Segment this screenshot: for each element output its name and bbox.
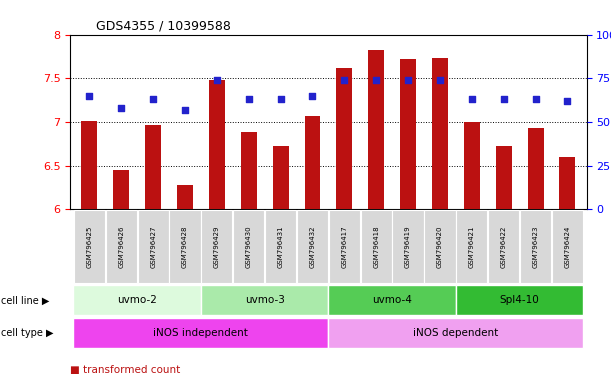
Text: GSM796427: GSM796427 xyxy=(150,225,156,268)
Text: uvmo-4: uvmo-4 xyxy=(372,295,412,306)
Point xyxy=(531,96,541,102)
Point xyxy=(244,96,254,102)
Bar xyxy=(209,80,225,209)
Point xyxy=(84,93,94,99)
FancyBboxPatch shape xyxy=(329,210,360,283)
FancyBboxPatch shape xyxy=(106,210,137,283)
FancyBboxPatch shape xyxy=(456,285,584,316)
Text: ■ transformed count: ■ transformed count xyxy=(70,365,180,375)
Bar xyxy=(241,132,257,209)
Bar xyxy=(177,185,193,209)
Point xyxy=(148,96,158,102)
Bar xyxy=(145,124,161,209)
Bar xyxy=(432,58,448,209)
Point xyxy=(435,77,445,83)
Bar xyxy=(337,68,353,209)
FancyBboxPatch shape xyxy=(552,210,583,283)
Text: GSM796431: GSM796431 xyxy=(277,225,284,268)
Text: GSM796432: GSM796432 xyxy=(310,225,315,268)
Point xyxy=(276,96,285,102)
Text: GSM796421: GSM796421 xyxy=(469,225,475,268)
Bar xyxy=(113,170,129,209)
FancyBboxPatch shape xyxy=(233,210,265,283)
Bar xyxy=(528,128,544,209)
Bar xyxy=(273,146,288,209)
Bar xyxy=(496,146,511,209)
FancyBboxPatch shape xyxy=(74,210,105,283)
Point xyxy=(403,77,413,83)
Point xyxy=(467,96,477,102)
Text: GSM796430: GSM796430 xyxy=(246,225,252,268)
FancyBboxPatch shape xyxy=(201,285,329,316)
Text: cell type ▶: cell type ▶ xyxy=(1,328,54,338)
FancyBboxPatch shape xyxy=(73,285,201,316)
FancyBboxPatch shape xyxy=(265,210,296,283)
Text: Spl4-10: Spl4-10 xyxy=(500,295,540,306)
Text: GSM796425: GSM796425 xyxy=(86,225,92,268)
FancyBboxPatch shape xyxy=(329,285,456,316)
FancyBboxPatch shape xyxy=(520,210,551,283)
FancyBboxPatch shape xyxy=(73,318,329,348)
Point xyxy=(499,96,508,102)
FancyBboxPatch shape xyxy=(360,210,392,283)
FancyBboxPatch shape xyxy=(137,210,169,283)
Point xyxy=(116,105,126,111)
FancyBboxPatch shape xyxy=(169,210,200,283)
Text: cell line ▶: cell line ▶ xyxy=(1,295,49,306)
Text: GSM796420: GSM796420 xyxy=(437,225,443,268)
FancyBboxPatch shape xyxy=(425,210,456,283)
Text: iNOS independent: iNOS independent xyxy=(153,328,248,338)
Point xyxy=(340,77,349,83)
Text: GSM796422: GSM796422 xyxy=(500,225,507,268)
FancyBboxPatch shape xyxy=(201,210,232,283)
Text: GSM796426: GSM796426 xyxy=(119,225,124,268)
Point xyxy=(563,98,573,104)
Bar xyxy=(560,157,576,209)
Point xyxy=(371,77,381,83)
Text: GDS4355 / 10399588: GDS4355 / 10399588 xyxy=(96,19,231,32)
FancyBboxPatch shape xyxy=(488,210,519,283)
Bar xyxy=(81,121,97,209)
Text: GSM796419: GSM796419 xyxy=(405,225,411,268)
FancyBboxPatch shape xyxy=(297,210,328,283)
Bar xyxy=(400,59,416,209)
Text: uvmo-3: uvmo-3 xyxy=(245,295,285,306)
Text: uvmo-2: uvmo-2 xyxy=(117,295,157,306)
FancyBboxPatch shape xyxy=(456,210,488,283)
Text: GSM796423: GSM796423 xyxy=(533,225,538,268)
Text: GSM796428: GSM796428 xyxy=(182,225,188,268)
Point xyxy=(307,93,317,99)
Text: GSM796418: GSM796418 xyxy=(373,225,379,268)
Text: GSM796424: GSM796424 xyxy=(565,225,571,268)
Bar xyxy=(464,122,480,209)
Bar xyxy=(368,50,384,209)
Bar xyxy=(304,116,320,209)
Point xyxy=(180,107,190,113)
FancyBboxPatch shape xyxy=(392,210,423,283)
FancyBboxPatch shape xyxy=(329,318,584,348)
Point xyxy=(212,77,222,83)
Text: GSM796429: GSM796429 xyxy=(214,225,220,268)
Text: iNOS dependent: iNOS dependent xyxy=(413,328,499,338)
Text: GSM796417: GSM796417 xyxy=(342,225,347,268)
